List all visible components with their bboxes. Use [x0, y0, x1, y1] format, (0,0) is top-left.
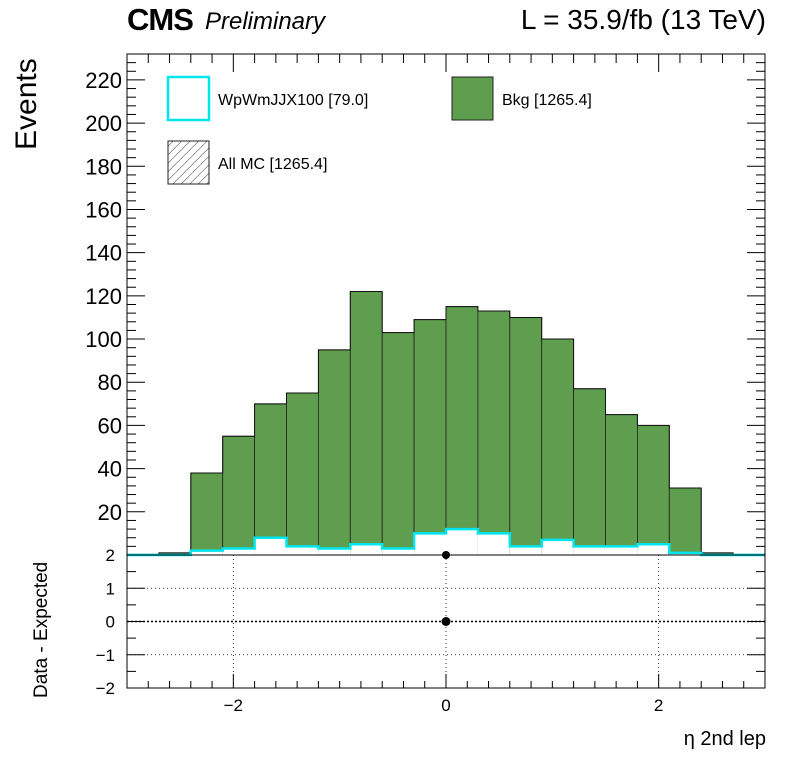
signal-bar-7 — [350, 544, 383, 555]
top-y-tick-label: 220 — [85, 68, 122, 93]
bkg-bar-10 — [445, 306, 479, 556]
signal-bar-4 — [254, 537, 287, 555]
bkg-bar-16 — [637, 425, 670, 556]
bkg-bar-6 — [317, 349, 351, 556]
bkg-bar-9 — [413, 319, 447, 556]
signal-outline — [127, 527, 765, 557]
signal-bar-9 — [414, 533, 446, 555]
bkg-bar-14 — [573, 388, 606, 556]
top-y-tick-label: 200 — [85, 111, 122, 136]
bkg-bar-5 — [286, 392, 319, 556]
signal-bar-8 — [382, 548, 415, 555]
legend-swatch-1 — [451, 76, 494, 121]
ratio-y-tick-label: 2 — [106, 546, 115, 565]
top-data-point-0 — [442, 551, 450, 559]
bkg-bar-4 — [254, 403, 287, 556]
signal-bar-15 — [605, 546, 638, 555]
legend-label-0: WpWmJJX100 [79.0] — [218, 92, 368, 109]
legend-swatch-0 — [166, 75, 211, 122]
top-y-tick-label: 80 — [98, 370, 122, 395]
bkg-bar-15 — [605, 414, 638, 556]
ratio-y-tick-label: 0 — [106, 613, 115, 632]
signal-bar-13 — [541, 539, 574, 555]
signal-bar-3 — [222, 548, 255, 555]
x-tick-label: 2 — [654, 696, 663, 715]
top-y-tick-label: 60 — [98, 413, 122, 438]
bkg-bar-13 — [541, 338, 575, 556]
top-y-tick-label: 140 — [85, 241, 122, 266]
bkg-bar-3 — [222, 435, 255, 556]
bkg-bar-2 — [190, 472, 224, 556]
signal-bar-2 — [190, 550, 223, 555]
top-y-tick-label: 100 — [85, 327, 122, 352]
bkg-bar-8 — [381, 332, 415, 556]
signal-bar-10 — [446, 529, 478, 555]
x-axis-title: η 2nd lep — [683, 728, 766, 750]
signal-bar-11 — [477, 533, 510, 555]
top-y-tick-label: 40 — [98, 457, 122, 482]
ratio-y-tick-label: −2 — [96, 679, 115, 698]
all-mc-outline — [126, 291, 766, 555]
top-y-tick-label: 20 — [98, 500, 122, 525]
bkg-bar-11 — [477, 310, 511, 556]
signal-bar-6 — [318, 548, 351, 555]
bkg-bar-12 — [509, 317, 543, 556]
top-y-tick-label: 160 — [85, 197, 122, 222]
ratio-y-tick-label: 1 — [106, 579, 115, 598]
bkg-bar-7 — [349, 291, 383, 556]
signal-bar-12 — [509, 546, 542, 555]
status-label: Preliminary — [205, 8, 326, 35]
signal-bar-5 — [286, 546, 319, 555]
experiment-label: CMS — [127, 2, 194, 37]
legend-swatch-2 — [167, 140, 210, 185]
bkg-bar-17 — [668, 487, 702, 556]
x-tick-label: −2 — [224, 696, 243, 715]
legend-label-1: Bkg [1265.4] — [502, 92, 592, 109]
luminosity-label: L = 35.9/fb (13 TeV) — [520, 4, 766, 35]
top-y-tick-label: 120 — [85, 284, 122, 309]
top-y-tick-label: 180 — [85, 154, 122, 179]
ratio-y-tick-label: −1 — [96, 646, 115, 665]
x-tick-label: 0 — [441, 696, 450, 715]
ratio-data-point-0 — [441, 617, 451, 626]
legend-label-2: All MC [1265.4] — [218, 156, 327, 173]
signal-bar-16 — [637, 544, 670, 555]
signal-bar-14 — [573, 546, 606, 555]
